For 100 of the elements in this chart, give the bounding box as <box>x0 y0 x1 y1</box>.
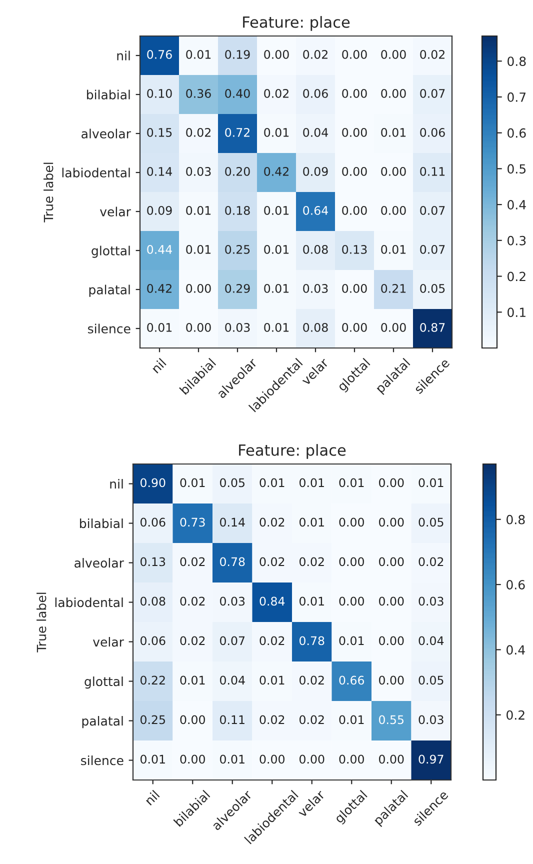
data-label: 0.55 <box>379 715 404 724</box>
data-label: 0.07 <box>420 206 445 215</box>
data-label: 0.00 <box>379 518 404 527</box>
data-label: 0.36 <box>186 88 211 98</box>
data-label: 0.40 <box>225 88 250 98</box>
data-label: 0.03 <box>418 596 444 606</box>
y-tick-label: silence <box>81 756 124 766</box>
data-label: 0.01 <box>186 50 211 59</box>
y-tick-label: palatal <box>89 284 130 297</box>
data-label: 0.00 <box>379 478 404 488</box>
data-label: 0.87 <box>420 322 445 332</box>
data-label: 0.00 <box>342 88 367 98</box>
data-label: 0.90 <box>140 478 166 488</box>
data-label: 0.01 <box>418 478 444 488</box>
data-label: 0.05 <box>220 478 244 488</box>
data-label: 0.04 <box>303 128 328 137</box>
data-label: 0.00 <box>381 166 406 176</box>
data-label: 0.07 <box>420 244 445 254</box>
data-label: 0.04 <box>220 676 245 685</box>
data-label: 0.00 <box>342 50 367 59</box>
data-label: 0.84 <box>260 596 285 606</box>
data-label: 0.00 <box>180 715 205 724</box>
data-label: 0.00 <box>342 166 367 176</box>
color-bar-label: 0.2 <box>508 272 526 282</box>
data-label: 0.78 <box>220 557 245 566</box>
y-axis-title: True label <box>44 162 54 222</box>
data-label: 0.00 <box>186 284 211 293</box>
data-label: 0.01 <box>339 636 364 646</box>
data-label: 0.01 <box>264 128 289 137</box>
data-label: 0.02 <box>260 636 284 646</box>
data-label: 0.05 <box>418 676 444 685</box>
data-label: 0.02 <box>180 596 205 606</box>
data-label: 0.02 <box>300 676 324 685</box>
data-label: 0.01 <box>339 715 364 724</box>
data-label: 0.00 <box>379 557 404 566</box>
data-label: 0.64 <box>303 206 328 215</box>
data-label: 0.00 <box>342 284 367 293</box>
data-label: 0.09 <box>303 166 328 176</box>
data-label: 0.08 <box>303 244 328 254</box>
data-label: 0.01 <box>140 754 165 764</box>
data-label: 0.03 <box>186 166 211 176</box>
y-tick-label: silence <box>88 324 130 334</box>
data-label: 0.00 <box>264 50 289 59</box>
data-label: 0.01 <box>300 596 324 606</box>
data-label: 0.01 <box>147 322 172 332</box>
y-tick-label: velar <box>100 206 131 216</box>
data-label: 0.42 <box>147 284 172 293</box>
data-label: 0.14 <box>220 518 245 527</box>
data-label: 0.02 <box>303 50 328 59</box>
data-label: 0.02 <box>180 557 205 566</box>
data-label: 0.01 <box>381 128 406 137</box>
data-label: 0.00 <box>180 754 205 764</box>
data-label: 0.19 <box>225 50 250 59</box>
data-label: 0.00 <box>339 596 364 606</box>
data-label: 0.00 <box>339 754 364 764</box>
x-tick-label: nil <box>150 358 166 374</box>
data-label: 0.11 <box>420 166 445 176</box>
data-label: 0.11 <box>220 715 244 724</box>
data-label: 0.07 <box>220 636 245 646</box>
chart-title: Feature: place <box>239 444 346 459</box>
y-tick-label: bilabial <box>80 518 123 528</box>
data-label: 0.00 <box>260 754 284 764</box>
data-label: 0.09 <box>147 206 172 215</box>
data-label: 0.00 <box>381 50 406 59</box>
data-label: 0.00 <box>379 676 404 685</box>
data-label: 0.04 <box>418 636 444 646</box>
color-bar-label: 0.3 <box>508 236 526 246</box>
data-label: 0.01 <box>381 244 406 254</box>
data-label: 0.22 <box>140 676 165 685</box>
data-label: 0.01 <box>264 244 289 254</box>
data-label: 0.02 <box>260 518 284 527</box>
data-label: 0.78 <box>300 636 324 646</box>
color-bar-label: 0.5 <box>508 164 526 174</box>
color-bar-label: 0.6 <box>508 128 526 138</box>
data-label: 0.13 <box>140 557 166 566</box>
y-tick-label: velar <box>92 637 124 647</box>
data-label: 0.08 <box>140 596 166 606</box>
color-bar-label: 0.8 <box>506 514 525 524</box>
data-label: 0.02 <box>300 557 324 566</box>
data-label: 0.01 <box>300 518 324 527</box>
y-tick-label: glottal <box>84 676 123 689</box>
y-tick-label: nil <box>117 50 130 60</box>
data-label: 0.00 <box>339 557 364 566</box>
data-label: 0.01 <box>220 754 244 764</box>
data-label: 0.14 <box>147 166 172 176</box>
data-label: 0.15 <box>147 128 172 137</box>
data-label: 0.00 <box>379 596 404 606</box>
y-tick-label: alveolar <box>74 558 124 568</box>
data-label: 0.21 <box>381 284 406 293</box>
y-tick-label: alveolar <box>82 128 131 138</box>
data-label: 0.01 <box>180 478 205 488</box>
y-tick-label: bilabial <box>87 90 130 100</box>
data-label: 0.00 <box>381 88 406 98</box>
data-label: 0.00 <box>379 754 404 764</box>
data-label: 0.20 <box>225 166 250 176</box>
color-bar-label: 0.4 <box>506 645 525 655</box>
color-bar-label: 0.4 <box>508 200 526 210</box>
color-bar-label: 0.6 <box>506 580 525 590</box>
data-label: 0.02 <box>260 557 284 566</box>
data-label: 0.76 <box>147 50 172 59</box>
